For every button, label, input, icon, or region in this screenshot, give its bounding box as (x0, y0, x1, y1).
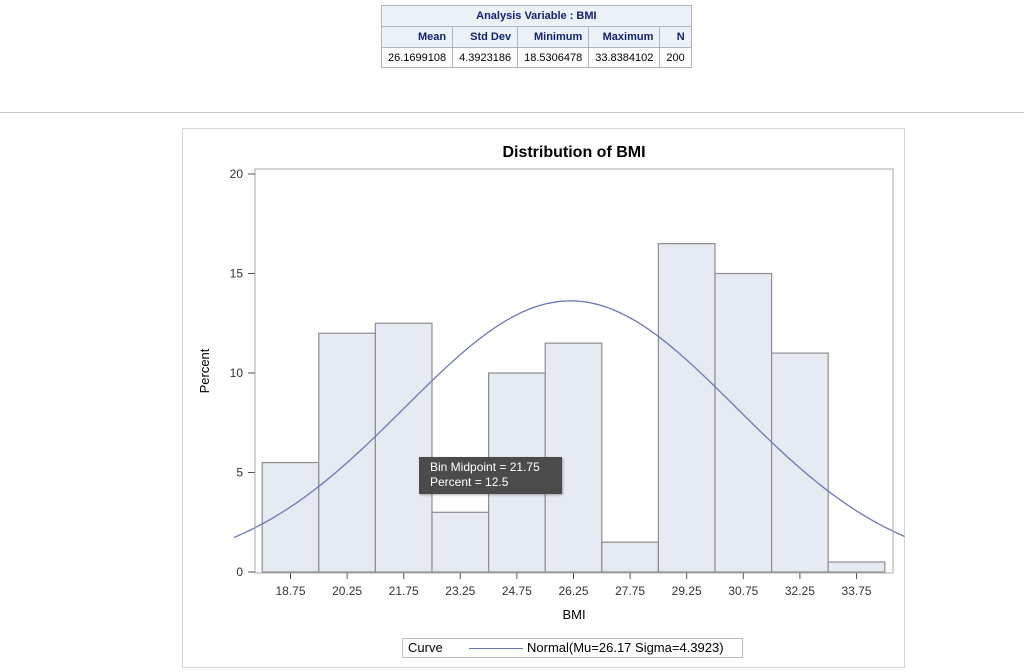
y-axis-label: Percent (197, 348, 212, 393)
x-tick-label: 32.25 (785, 584, 815, 598)
table-header-row: Mean Std Dev Minimum Maximum N (380, 26, 692, 48)
y-tick-label: 5 (236, 466, 243, 480)
table-row: 26.1699108 4.3923186 18.5306478 33.83841… (380, 47, 692, 68)
histogram-bar[interactable] (827, 561, 886, 573)
y-tick-label: 0 (236, 565, 243, 579)
y-tick-label: 15 (230, 267, 244, 281)
x-tick-label: 29.25 (672, 584, 702, 598)
legend-label: Normal(Mu=26.17 Sigma=4.3923) (527, 640, 724, 655)
header-mean: Mean (380, 26, 454, 48)
histogram-bar[interactable] (601, 541, 659, 573)
tooltip-bin-midpoint: Bin Midpoint = 21.75 (430, 460, 540, 474)
x-tick-label: 20.25 (332, 584, 362, 598)
x-axis: 18.75 20.25 21.75 23.25 24.75 26.25 27.75 29.25… (275, 573, 872, 598)
x-tick-label: 27.75 (615, 584, 645, 598)
x-tick-label: 18.75 (275, 584, 305, 598)
legend-title: Curve (408, 640, 443, 655)
x-tick-label: 30.75 (728, 584, 758, 598)
value-mean: 26.1699108 (380, 47, 454, 68)
summary-statistics-table: Analysis Variable : BMI Mean Std Dev Min… (380, 5, 692, 68)
histogram-bar[interactable] (714, 272, 773, 573)
x-tick-label: 23.25 (445, 584, 475, 598)
value-std-dev: 4.3923186 (452, 47, 519, 68)
header-maximum: Maximum (588, 26, 661, 48)
y-tick-label: 10 (230, 366, 244, 380)
section-divider (0, 112, 1024, 113)
x-tick-label: 21.75 (389, 584, 419, 598)
x-tick-label: 24.75 (502, 584, 532, 598)
y-tick-label: 20 (230, 167, 244, 181)
tooltip-percent: Percent = 12.5 (430, 475, 509, 489)
chart-title: Distribution of BMI (502, 144, 645, 161)
header-n: N (659, 26, 692, 48)
value-n: 200 (659, 47, 692, 68)
histogram-bar[interactable] (318, 332, 376, 573)
y-axis: 0 5 10 15 20 (230, 167, 255, 579)
table-caption: Analysis Variable : BMI (381, 5, 692, 27)
legend-curve-swatch (469, 648, 523, 649)
x-axis-label: BMI (562, 607, 585, 622)
value-minimum: 18.5306478 (517, 47, 590, 68)
chart-legend: Curve Normal(Mu=26.17 Sigma=4.3923) (402, 638, 743, 658)
curve-layer (233, 300, 905, 539)
bar-tooltip: Bin Midpoint = 21.75 Percent = 12.5 (419, 457, 562, 494)
histogram-bar[interactable] (770, 352, 829, 573)
x-tick-label: 33.75 (841, 584, 871, 598)
normal-curve (233, 300, 905, 539)
value-maximum: 33.8384102 (588, 47, 661, 68)
x-tick-label: 26.25 (558, 584, 588, 598)
histogram-bar[interactable] (261, 461, 320, 573)
bars-layer (261, 243, 886, 573)
histogram-bar[interactable] (374, 322, 433, 573)
histogram-bar[interactable] (431, 511, 490, 573)
header-std-dev: Std Dev (452, 26, 519, 48)
histogram-bar[interactable] (657, 243, 716, 573)
